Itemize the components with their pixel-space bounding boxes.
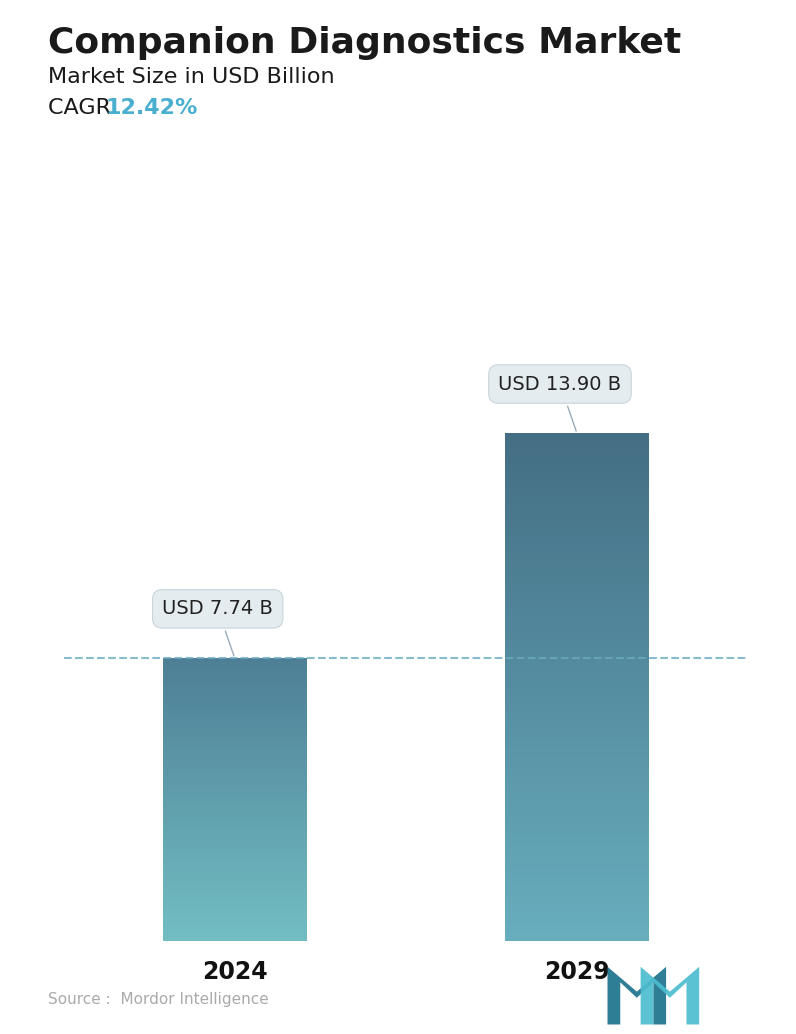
Text: Market Size in USD Billion: Market Size in USD Billion bbox=[48, 67, 334, 87]
Polygon shape bbox=[607, 967, 666, 1025]
Text: USD 7.74 B: USD 7.74 B bbox=[162, 600, 273, 656]
Text: Source :  Mordor Intelligence: Source : Mordor Intelligence bbox=[48, 992, 268, 1007]
Text: 12.42%: 12.42% bbox=[105, 98, 197, 118]
Text: CAGR: CAGR bbox=[48, 98, 125, 118]
Text: Companion Diagnostics Market: Companion Diagnostics Market bbox=[48, 26, 681, 60]
Polygon shape bbox=[641, 967, 699, 1025]
Text: USD 13.90 B: USD 13.90 B bbox=[498, 374, 622, 431]
